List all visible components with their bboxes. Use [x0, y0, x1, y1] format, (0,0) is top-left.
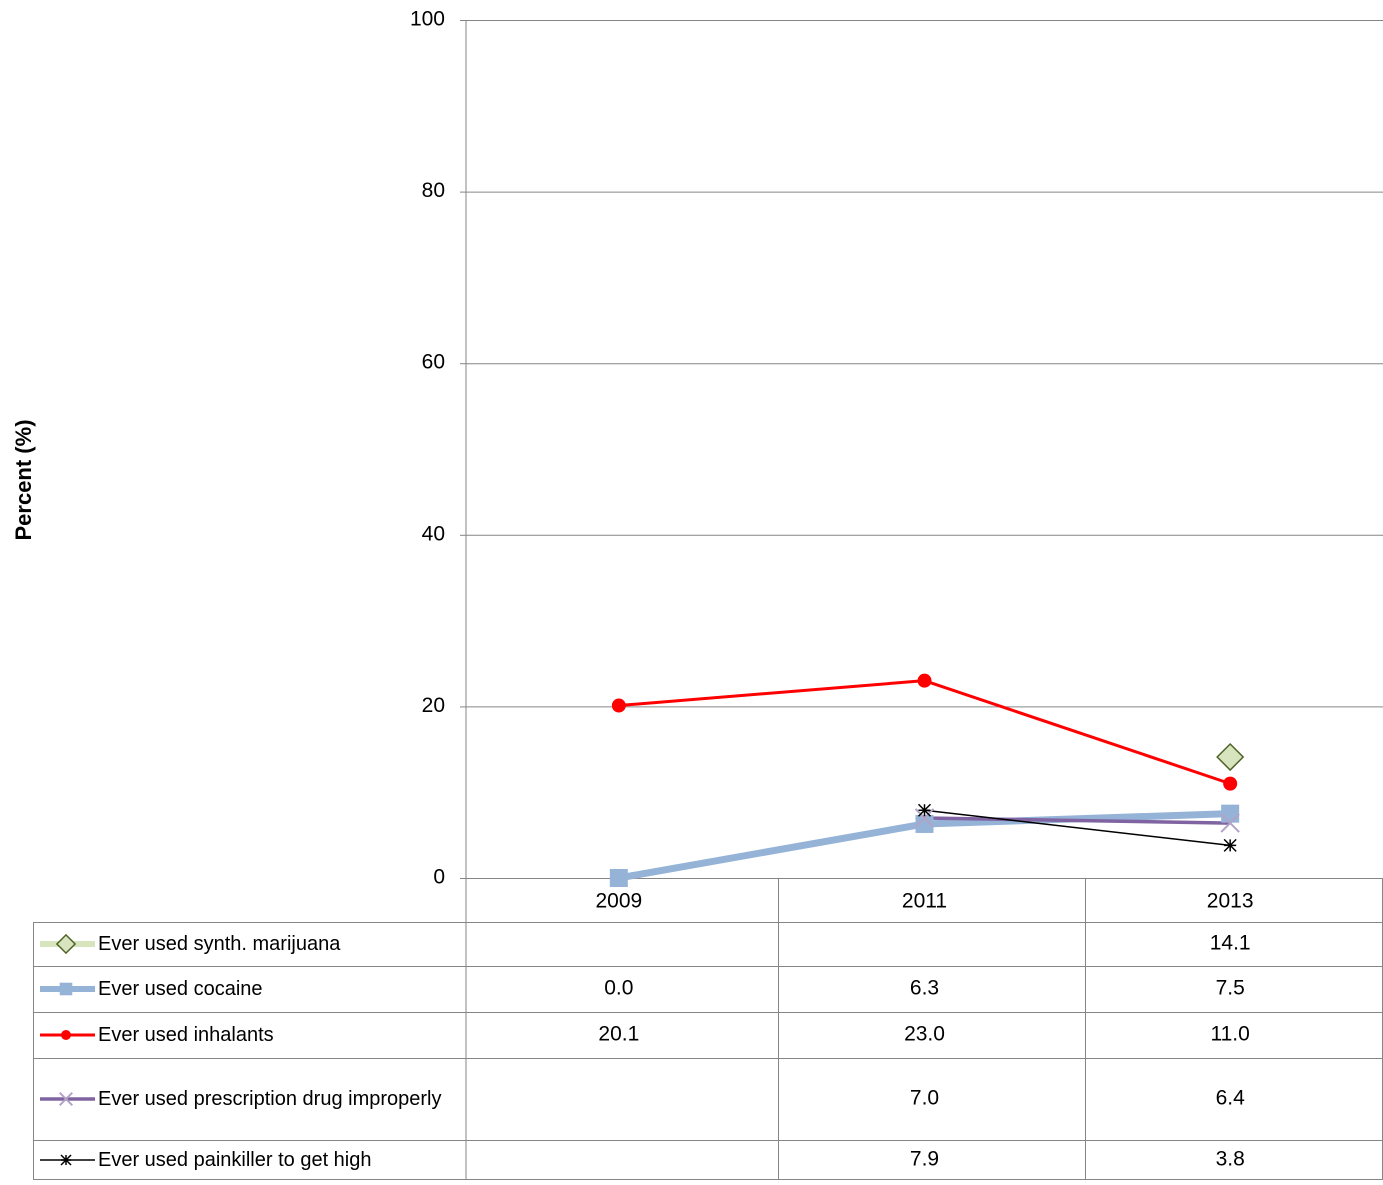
x-tick-label: 2011 — [902, 890, 947, 913]
marker-shape — [1223, 776, 1238, 791]
marker-shape — [1223, 838, 1237, 852]
marker — [58, 1091, 74, 1107]
y-tick-label: 0 — [433, 866, 445, 889]
marker-shape — [609, 869, 628, 887]
legend-label-box: Ever used prescription drug improperly — [98, 1087, 442, 1110]
table-value: 0.0 — [604, 977, 633, 1000]
y-tick-label: 20 — [422, 694, 445, 717]
marker-shape — [59, 982, 73, 996]
marker-shape — [61, 1030, 71, 1040]
table-value: 11.0 — [1211, 1023, 1250, 1046]
marker-shape — [58, 1091, 74, 1107]
marker-shape — [917, 803, 932, 817]
marker — [915, 814, 934, 833]
table-value: 7.5 — [1216, 977, 1245, 1000]
legend-label: Ever used inhalants — [98, 1023, 274, 1046]
x-tick-label: 2009 — [595, 890, 642, 913]
legend-label-box: Ever used painkiller to get high — [98, 1148, 372, 1171]
y-tick-label: 100 — [410, 8, 445, 31]
marker — [917, 673, 932, 688]
marker — [917, 803, 932, 817]
table-value: 7.9 — [910, 1148, 939, 1171]
table-value: 23.0 — [904, 1023, 945, 1046]
table-value: 6.3 — [910, 977, 939, 1000]
marker-shape — [1220, 813, 1240, 833]
marker-shape — [914, 808, 935, 828]
series-line — [924, 809, 1231, 847]
marker-shape — [60, 1154, 72, 1166]
marker-shape — [611, 698, 626, 713]
table-value: 14.1 — [1210, 932, 1251, 955]
y-axis-label: Percent (%) — [11, 419, 36, 540]
marker — [914, 808, 935, 828]
legend-label: Ever used synth. marijuana — [98, 932, 341, 955]
y-tick-label: 80 — [422, 179, 445, 202]
legend-label-box: Ever used inhalants — [98, 1023, 274, 1046]
y-tick-label: 60 — [422, 351, 445, 374]
legend-label-box: Ever used synth. marijuana — [98, 932, 341, 955]
marker — [59, 982, 73, 996]
marker — [1223, 776, 1238, 791]
legend-label: Ever used cocaine — [98, 977, 263, 1000]
marker — [611, 698, 626, 713]
marker — [1220, 813, 1240, 833]
marker — [1221, 804, 1240, 823]
marker — [1223, 838, 1237, 852]
table-value: 20.1 — [598, 1023, 639, 1046]
marker-shape — [917, 673, 932, 688]
legend-label-box: Ever used cocaine — [98, 977, 263, 1000]
series-line — [618, 679, 1231, 786]
table-value: 6.4 — [1216, 1087, 1246, 1110]
marker-shape — [1221, 804, 1240, 823]
legend-label: Ever used painkiller to get high — [98, 1148, 372, 1171]
y-tick-label: 40 — [422, 522, 445, 545]
table-value: 7.0 — [910, 1087, 939, 1110]
marker — [1216, 742, 1245, 772]
legend-label: Ever used prescription drug improperly — [98, 1087, 442, 1110]
marker — [609, 869, 628, 887]
series-line — [924, 816, 1231, 825]
x-tick-label: 2013 — [1207, 890, 1254, 913]
marker-shape — [55, 933, 77, 955]
marker-shape — [1216, 742, 1245, 772]
table-value: 3.8 — [1216, 1148, 1245, 1171]
marker — [60, 1154, 72, 1166]
marker-shape — [915, 814, 934, 833]
marker — [55, 933, 77, 955]
marker — [61, 1030, 71, 1040]
